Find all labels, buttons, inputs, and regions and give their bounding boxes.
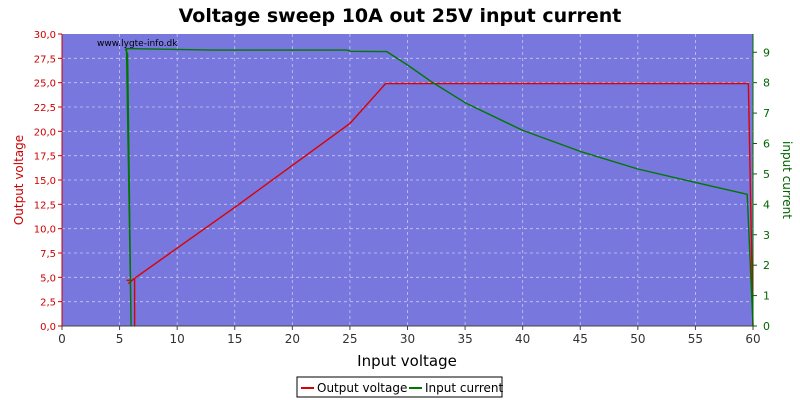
y-right-tick-label: 4 <box>763 198 770 211</box>
series-line-output-voltage <box>126 82 754 327</box>
chart-title: Voltage sweep 10A out 25V input current <box>179 5 622 27</box>
watermark: www.lygte-info.dk <box>97 39 178 49</box>
y-right-tick-label: 5 <box>763 168 770 181</box>
y-left-tick-label: 22,5 <box>34 103 56 114</box>
y-right-axis-label: input current <box>780 141 794 219</box>
x-ticks: 0 5 10 15 20 25 30 35 40 45 50 55 60 <box>58 326 761 346</box>
x-tick-label: 50 <box>630 332 645 346</box>
y-right-tick-label: 1 <box>763 290 770 303</box>
y-left-tick-label: 2,5 <box>40 298 56 309</box>
y-right-tick-label: 3 <box>763 229 770 242</box>
y-left-ticks: 0,0 2,5 5,0 7,5 10,0 12,5 15,0 17,5 20,0 22,5 25,0… <box>34 30 62 333</box>
y-left-tick-label: 30,0 <box>34 30 56 41</box>
x-tick-label: 25 <box>342 332 357 346</box>
y-left-tick-label: 15,0 <box>34 176 56 187</box>
x-tick-label: 45 <box>573 332 588 346</box>
x-tick-label: 40 <box>515 332 530 346</box>
x-tick-label: 20 <box>285 332 300 346</box>
x-tick-label: 15 <box>227 332 242 346</box>
y-left-tick-label: 12,5 <box>34 200 56 211</box>
y-right-tick-label: 7 <box>763 107 770 120</box>
y-left-axis-label: Output voltage <box>12 135 26 225</box>
y-right-tick-label: 8 <box>763 77 770 90</box>
y-right-tick-label: 0 <box>763 320 770 333</box>
y-right-ticks: 0 1 2 3 4 5 6 7 8 9 <box>753 46 770 333</box>
y-left-tick-label: 25,0 <box>34 79 56 90</box>
y-left-tick-label: 10,0 <box>34 225 56 236</box>
legend-box <box>296 376 503 398</box>
y-right-tick-label: 9 <box>763 46 770 59</box>
series-layer <box>124 47 754 327</box>
y-right-tick-label: 2 <box>763 259 770 272</box>
legend: Output voltage Input current <box>296 376 503 398</box>
x-tick-label: 55 <box>688 332 703 346</box>
x-axis-label: Input voltage <box>357 352 457 370</box>
y-left-tick-label: 20,0 <box>34 127 56 138</box>
legend-label-input-current: Input current <box>425 381 503 395</box>
y-right-tick-label: 6 <box>763 138 770 151</box>
x-tick-label: 0 <box>58 332 66 346</box>
y-left-tick-label: 27,5 <box>34 54 56 65</box>
legend-label-output-voltage: Output voltage <box>317 381 407 395</box>
series-line-input-current <box>124 47 754 327</box>
x-tick-label: 30 <box>400 332 415 346</box>
y-left-tick-label: 17,5 <box>34 152 56 163</box>
grid-lines <box>62 34 753 326</box>
x-tick-label: 10 <box>170 332 185 346</box>
x-tick-label: 5 <box>116 332 124 346</box>
x-tick-label: 35 <box>457 332 472 346</box>
y-left-tick-label: 7,5 <box>40 249 56 260</box>
x-tick-label: 60 <box>745 332 760 346</box>
y-left-tick-label: 0,0 <box>40 322 56 333</box>
y-left-tick-label: 5,0 <box>40 273 56 284</box>
